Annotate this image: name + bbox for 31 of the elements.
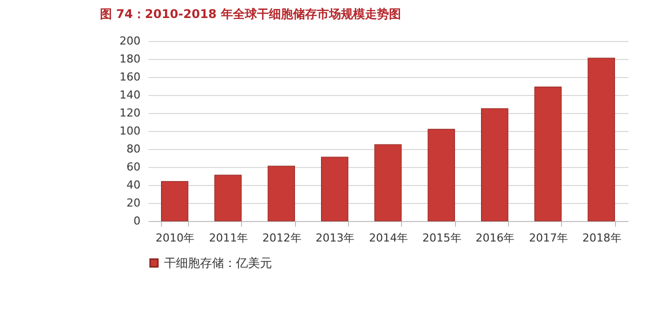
chart-title: 图 74：2010-2018 年全球干细胞储存市场规模走势图 (100, 7, 401, 21)
x-tick-label: 2014年 (369, 232, 408, 244)
y-tick-label: 180 (120, 52, 140, 66)
y-tick-label: 40 (126, 178, 140, 192)
bar (588, 58, 615, 222)
y-tick-label: 80 (126, 142, 140, 156)
x-tick-label: 2015年 (422, 232, 462, 244)
y-tick-label: 120 (120, 106, 140, 120)
bar (214, 174, 242, 222)
bar (268, 166, 295, 222)
y-tick-label: 140 (120, 88, 140, 102)
y-tick-label: 0 (134, 214, 140, 228)
x-tick-label: 2017年 (529, 232, 568, 244)
x-tick-label: 2011年 (209, 232, 248, 244)
bar (534, 86, 562, 222)
legend-label: 干细胞存储：亿美元 (164, 256, 272, 270)
y-tick-label: 20 (126, 196, 140, 210)
x-tick-label: 2018年 (582, 232, 622, 244)
y-tick-label: 60 (126, 160, 140, 174)
bar (321, 156, 348, 222)
bar (374, 144, 402, 222)
x-tick-label: 2012年 (262, 232, 302, 244)
y-tick-label: 100 (120, 124, 140, 138)
bar (161, 181, 188, 222)
x-tick-label: 2016年 (476, 232, 515, 244)
bar (428, 128, 455, 222)
x-tick-label: 2013年 (316, 232, 355, 244)
y-tick-label: 200 (120, 34, 140, 48)
y-tick-label: 160 (120, 70, 140, 84)
x-tick-label: 2010年 (156, 232, 195, 244)
bar (481, 108, 508, 222)
